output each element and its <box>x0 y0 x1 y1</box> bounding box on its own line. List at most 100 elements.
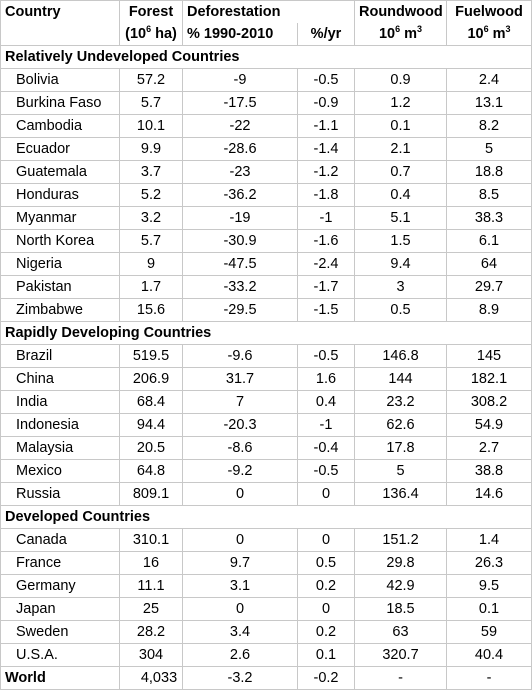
group-title: Relatively Undeveloped Countries <box>0 45 447 69</box>
fuelwood-cell: 26.3 <box>446 551 532 575</box>
defor-pct-cell: -9.2 <box>182 459 298 483</box>
defor-pct-cell: -47.5 <box>182 252 298 276</box>
forest-cell: 3.2 <box>119 206 183 230</box>
forest-cell: 3.7 <box>119 160 183 184</box>
table-row: Myanmar 3.2 -19 -1 5.1 38.3 <box>0 206 532 230</box>
country-cell: Germany <box>0 574 120 598</box>
header-fuelwood: Fuelwood <box>446 0 532 23</box>
defor-yr-cell: 0.5 <box>297 551 355 575</box>
table-row: Pakistan 1.7 -33.2 -1.7 3 29.7 <box>0 275 532 299</box>
table-row: Russia 809.1 0 0 136.4 14.6 <box>0 482 532 506</box>
header-deforestation: Deforestation <box>182 0 355 23</box>
forest-cell: 5.7 <box>119 91 183 115</box>
header-forest: Forest <box>119 0 183 23</box>
group-title: Rapidly Developing Countries <box>0 321 447 345</box>
defor-pct-cell: -28.6 <box>182 137 298 161</box>
roundwood-cell: 320.7 <box>354 643 447 667</box>
fuelwood-cell: 182.1 <box>446 367 532 391</box>
country-cell: Canada <box>0 528 120 552</box>
roundwood-cell: 3 <box>354 275 447 299</box>
forest-cell: 16 <box>119 551 183 575</box>
defor-yr-cell: -2.4 <box>297 252 355 276</box>
roundwood-cell: 5.1 <box>354 206 447 230</box>
country-cell: Honduras <box>0 183 120 207</box>
fuelwood-cell: 29.7 <box>446 275 532 299</box>
fuelwood-cell: 18.8 <box>446 160 532 184</box>
defor-yr-cell: 0.2 <box>297 574 355 598</box>
table-row: U.S.A. 304 2.6 0.1 320.7 40.4 <box>0 643 532 667</box>
defor-yr-cell: -1.4 <box>297 137 355 161</box>
defor-yr-cell: -1 <box>297 413 355 437</box>
header-defor-yr: %/yr <box>297 23 355 46</box>
world-row: World 4,033 -3.2 -0.2- - <box>0 666 532 690</box>
defor-yr-cell: 0 <box>297 597 355 621</box>
defor-yr-cell: -1.8 <box>297 183 355 207</box>
header-country-blank <box>0 23 120 46</box>
header-country: Country <box>0 0 120 23</box>
defor-yr-cell: 0.4 <box>297 390 355 414</box>
forest-cell: 304 <box>119 643 183 667</box>
roundwood-cell: 18.5 <box>354 597 447 621</box>
defor-yr-cell: -0.9 <box>297 91 355 115</box>
fuelwood-cell: 308.2 <box>446 390 532 414</box>
table-row: China 206.9 31.7 1.6 144 182.1 <box>0 367 532 391</box>
defor-pct-cell: 7 <box>182 390 298 414</box>
defor-yr-cell: -0.5 <box>297 344 355 368</box>
forest-cell: 20.5 <box>119 436 183 460</box>
fuelwood-cell: 5 <box>446 137 532 161</box>
table-row: Nigeria 9 -47.5 -2.4 9.4 64 <box>0 252 532 276</box>
country-cell: China <box>0 367 120 391</box>
fuelwood-cell: 38.3 <box>446 206 532 230</box>
country-cell: Indonesia <box>0 413 120 437</box>
defor-pct-cell: 31.7 <box>182 367 298 391</box>
forest-cell: 57.2 <box>119 68 183 92</box>
table-row: Japan 25 0 0 18.5 0.1 <box>0 597 532 621</box>
country-cell: North Korea <box>0 229 120 253</box>
roundwood-cell: 0.9 <box>354 68 447 92</box>
defor-yr-cell: -1.1 <box>297 114 355 138</box>
country-cell: Guatemala <box>0 160 120 184</box>
roundwood-cell: 136.4 <box>354 482 447 506</box>
country-cell: Myanmar <box>0 206 120 230</box>
roundwood-cell: 42.9 <box>354 574 447 598</box>
defor-yr-cell: -1.7 <box>297 275 355 299</box>
defor-yr-cell: -0.4 <box>297 436 355 460</box>
country-cell: Cambodia <box>0 114 120 138</box>
table-row: Sweden 28.2 3.4 0.2 63 59 <box>0 620 532 644</box>
roundwood-cell: 146.8 <box>354 344 447 368</box>
roundwood-cell: 63 <box>354 620 447 644</box>
roundwood-cell: 2.1 <box>354 137 447 161</box>
defor-pct-cell: -9.6 <box>182 344 298 368</box>
forest-cell: 9 <box>119 252 183 276</box>
defor-pct-cell: 0 <box>182 482 298 506</box>
defor-yr-cell: 0.2 <box>297 620 355 644</box>
country-cell: Brazil <box>0 344 120 368</box>
roundwood-cell: 1.2 <box>354 91 447 115</box>
forest-cell: 9.9 <box>119 137 183 161</box>
defor-yr-cell: -0.5 <box>297 68 355 92</box>
table-row: Germany 11.1 3.1 0.2 42.9 9.5 <box>0 574 532 598</box>
roundwood-cell: 0.7 <box>354 160 447 184</box>
forest-cell: 11.1 <box>119 574 183 598</box>
forest-cell: 5.2 <box>119 183 183 207</box>
fuelwood-cell: 54.9 <box>446 413 532 437</box>
fuelwood-cell: 8.5 <box>446 183 532 207</box>
roundwood-cell: 5 <box>354 459 447 483</box>
country-cell: Mexico <box>0 459 120 483</box>
header-defor-pct: % 1990-2010 <box>182 23 298 46</box>
country-cell: Malaysia <box>0 436 120 460</box>
table-row: Brazil 519.5 -9.6 -0.5 146.8 145 <box>0 344 532 368</box>
defor-pct-cell: 3.1 <box>182 574 298 598</box>
header-roundwood: Roundwood <box>354 0 447 23</box>
fuelwood-cell: 145 <box>446 344 532 368</box>
roundwood-cell: 62.6 <box>354 413 447 437</box>
defor-yr-cell: -0.5 <box>297 459 355 483</box>
units-row: (106 ha) % 1990-2010 %/yr 106 m3 106 m3 <box>0 23 532 46</box>
country-cell: Pakistan <box>0 275 120 299</box>
defor-yr-cell: -1 <box>297 206 355 230</box>
roundwood-cell: 1.5 <box>354 229 447 253</box>
country-cell: Zimbabwe <box>0 298 120 322</box>
defor-pct-cell: -36.2 <box>182 183 298 207</box>
country-cell: France <box>0 551 120 575</box>
roundwood-cell: 0.4 <box>354 183 447 207</box>
